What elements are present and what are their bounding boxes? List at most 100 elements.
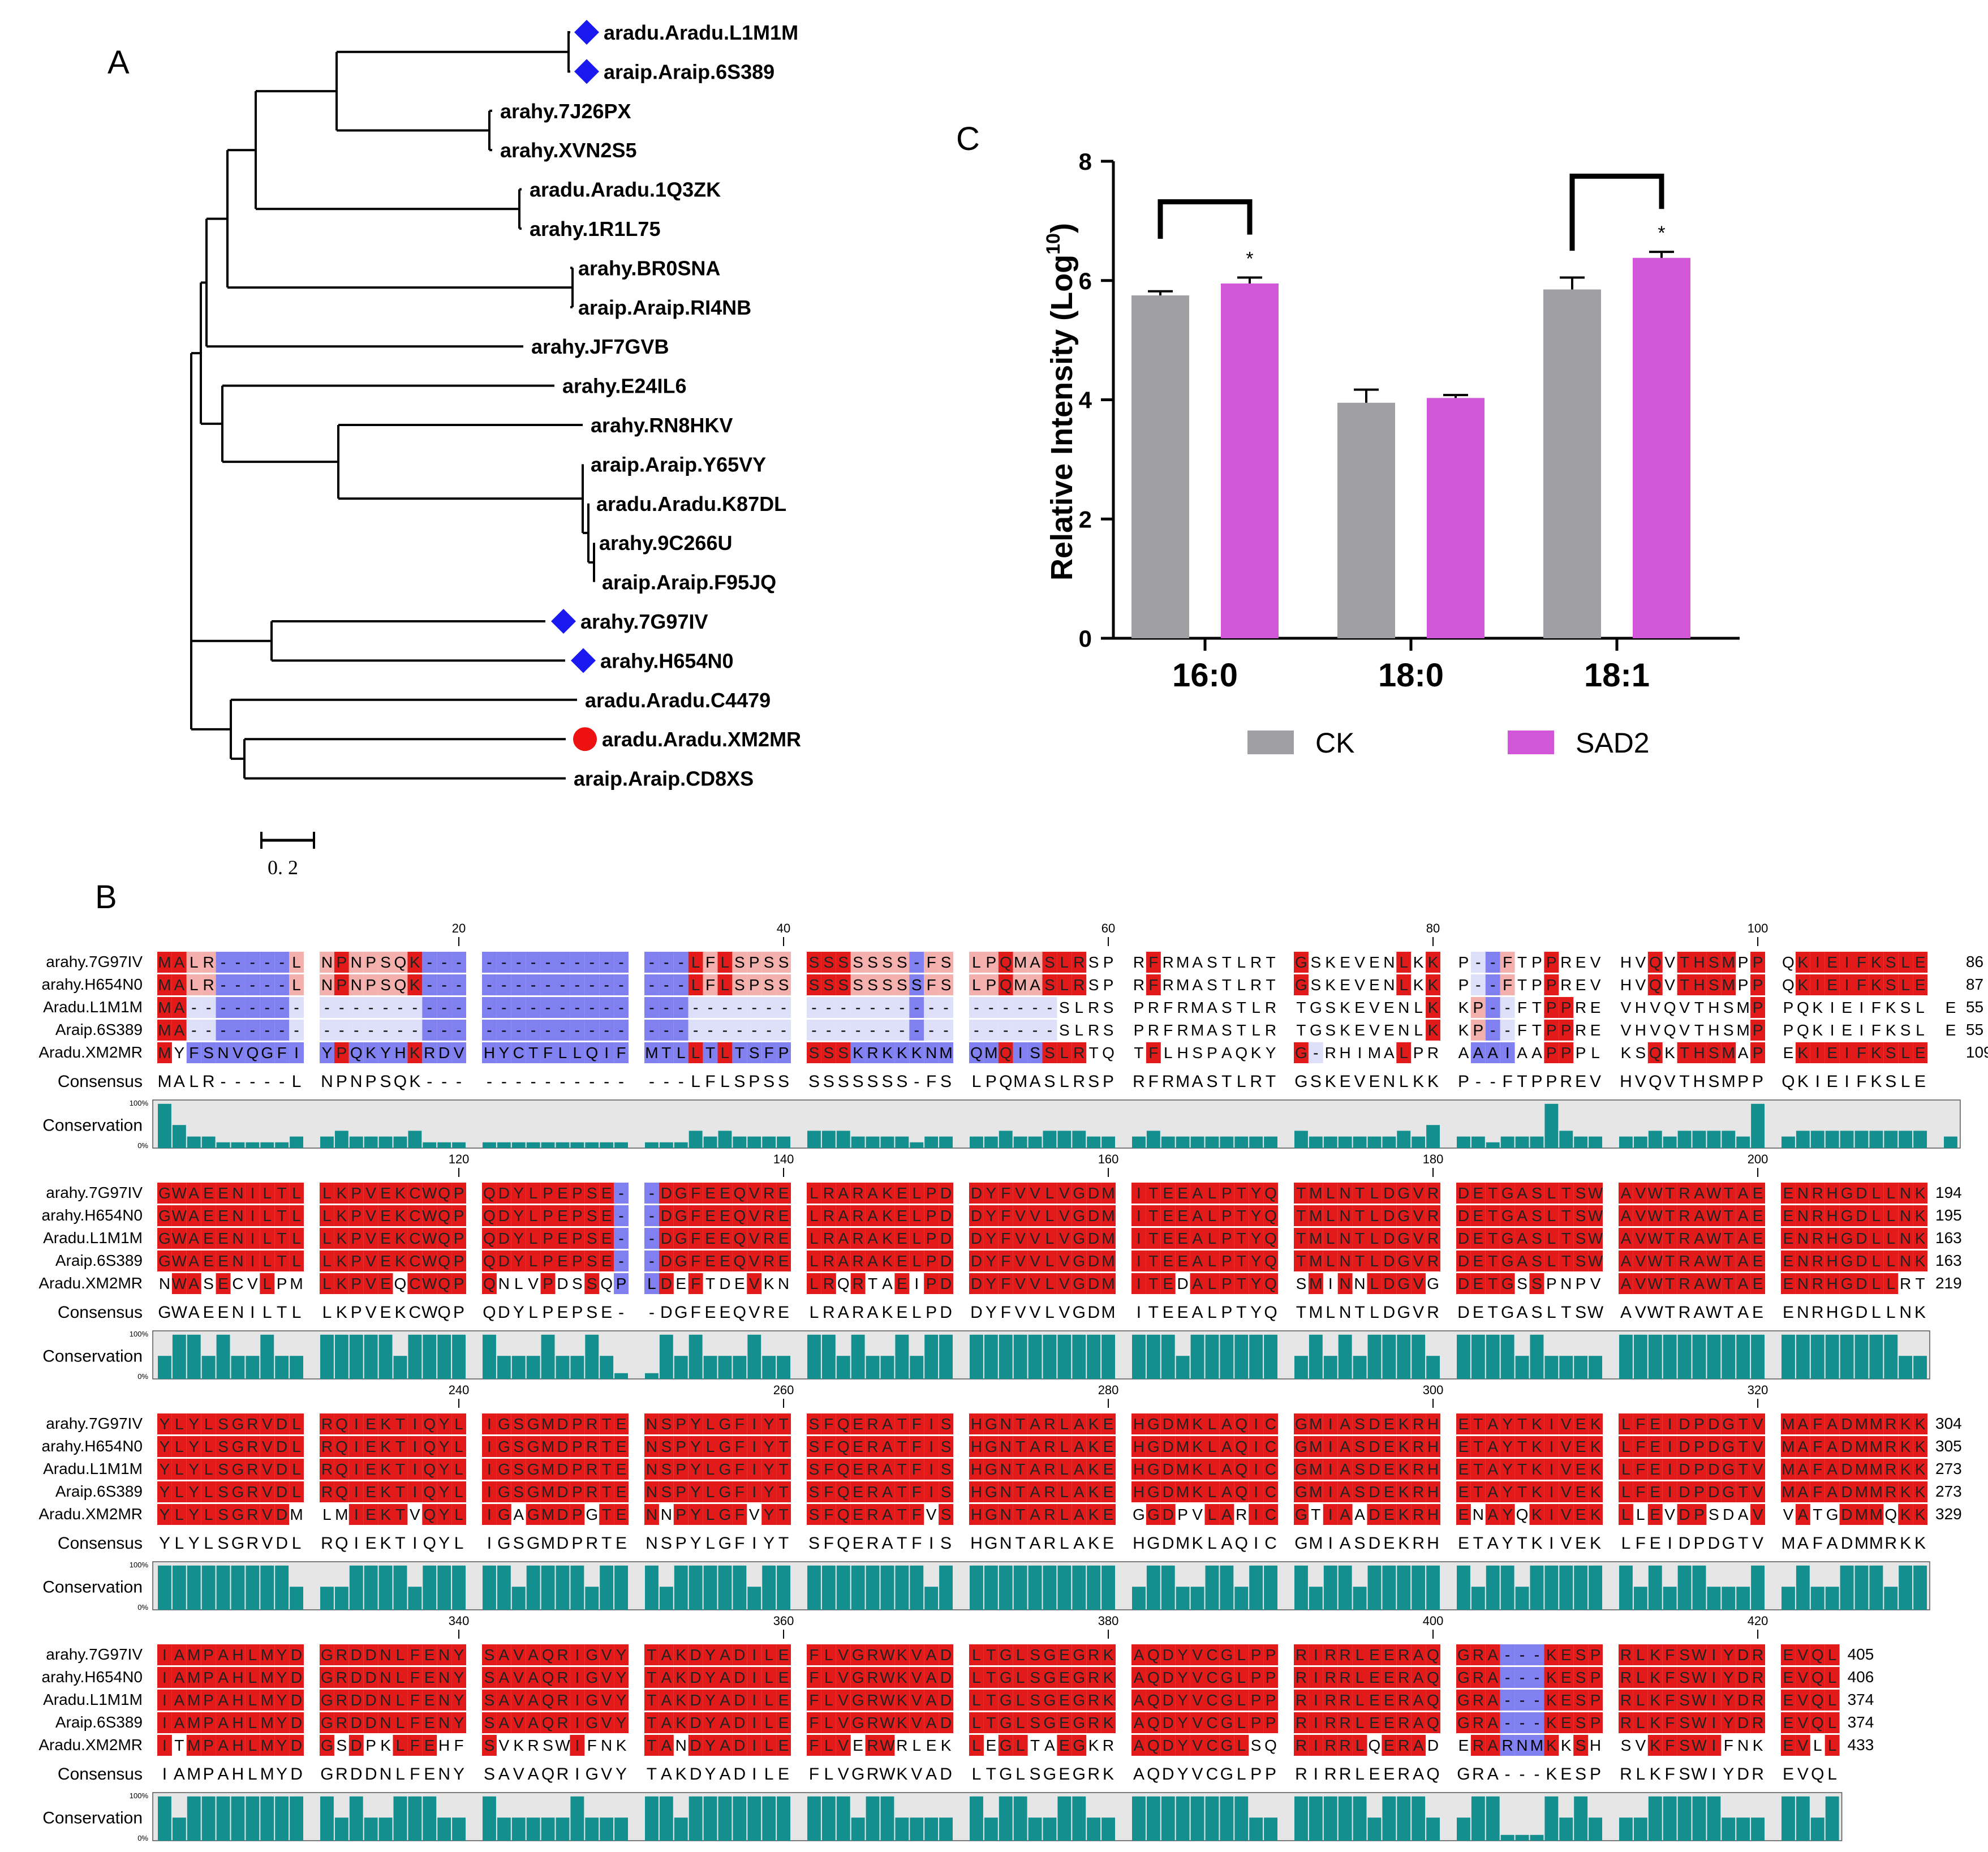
residue-cell bbox=[673, 952, 689, 973]
residue-cell bbox=[348, 952, 364, 973]
residue-letter: L bbox=[691, 976, 700, 994]
residue-letter: I bbox=[1815, 976, 1820, 994]
residue-letter: G bbox=[1397, 1184, 1410, 1202]
residue-letter: S bbox=[1030, 1646, 1040, 1664]
residue-letter: A bbox=[661, 1646, 672, 1664]
residue-letter: - bbox=[649, 953, 654, 971]
conservation-bar bbox=[1574, 1565, 1588, 1610]
residue-letter: I bbox=[1845, 1044, 1849, 1062]
residue-letter: - bbox=[279, 976, 284, 994]
residue-letter: S bbox=[867, 976, 878, 994]
residue-letter: V bbox=[1192, 1506, 1203, 1523]
residue-letter: Q bbox=[1811, 1714, 1824, 1731]
residue-letter: G bbox=[321, 1714, 333, 1731]
residue-letter: Y bbox=[454, 1669, 464, 1686]
residue-letter: - bbox=[456, 999, 461, 1016]
residue-letter: V bbox=[1015, 1207, 1026, 1224]
residue-letter: S bbox=[1192, 1044, 1203, 1062]
residue-cell bbox=[171, 952, 187, 973]
residue-letter: K bbox=[1915, 1415, 1926, 1433]
residue-letter: E bbox=[926, 1737, 937, 1754]
consensus-residue: F bbox=[911, 1534, 922, 1553]
residue-letter: A bbox=[1798, 1438, 1809, 1455]
residue-letter: G bbox=[1841, 1252, 1853, 1270]
residue-letter: F bbox=[1001, 1230, 1010, 1247]
residue-letter: S bbox=[1531, 1184, 1542, 1202]
consensus-residue: S bbox=[380, 1072, 391, 1091]
residue-letter: - bbox=[604, 976, 609, 994]
residue-letter: Q bbox=[423, 1483, 436, 1501]
consensus-residue: R bbox=[586, 1534, 598, 1553]
residue-letter: A bbox=[1738, 1506, 1749, 1523]
residue-letter: L bbox=[248, 1669, 257, 1686]
residue-letter: I bbox=[250, 1252, 255, 1270]
residue-letter: P bbox=[1561, 1044, 1572, 1062]
residue-letter: R bbox=[1296, 1691, 1307, 1709]
consensus-residue: W bbox=[1647, 1303, 1664, 1322]
residue-letter: P bbox=[203, 1646, 214, 1664]
residue-letter: S bbox=[1296, 1275, 1307, 1292]
residue-letter: T bbox=[1680, 1044, 1689, 1062]
conservation-bar bbox=[1338, 1334, 1352, 1379]
residue-letter: D bbox=[1369, 1483, 1380, 1501]
conservation-bar bbox=[216, 1142, 230, 1148]
residue-letter: R bbox=[321, 1415, 333, 1433]
residue-letter: P bbox=[675, 1415, 686, 1433]
residue-letter: A bbox=[1738, 1207, 1749, 1224]
residue-letter: E bbox=[601, 1252, 612, 1270]
conservation-bar bbox=[364, 1565, 378, 1610]
residue-letter: S bbox=[824, 976, 834, 994]
residue-letter: L bbox=[454, 1506, 463, 1523]
residue-letter: V bbox=[1753, 1438, 1763, 1455]
conservation-bar bbox=[1190, 1334, 1204, 1379]
residue-letter: Y bbox=[439, 1415, 450, 1433]
residue-letter: A bbox=[926, 1646, 937, 1664]
residue-letter: - bbox=[943, 999, 948, 1016]
residue-letter: - bbox=[250, 1021, 255, 1039]
residue-letter: S bbox=[867, 953, 878, 971]
residue-cell bbox=[1692, 952, 1707, 973]
residue-letter: N bbox=[1383, 953, 1395, 971]
residue-letter: E bbox=[853, 1415, 863, 1433]
residue-letter: A bbox=[1030, 1460, 1040, 1478]
residue-letter: E bbox=[1458, 1483, 1469, 1501]
residue-letter: P bbox=[572, 1252, 583, 1270]
residue-letter: F bbox=[824, 1483, 833, 1501]
residue-letter: L bbox=[1414, 1021, 1423, 1039]
residue-letter: Y bbox=[616, 1646, 627, 1664]
consensus-residue: E bbox=[1369, 1765, 1380, 1784]
residue-letter: S bbox=[734, 976, 745, 994]
consensus-residue: M bbox=[1781, 1534, 1795, 1553]
residue-letter: M bbox=[261, 1669, 274, 1686]
conservation-bar bbox=[201, 1356, 216, 1379]
residue-letter: I bbox=[752, 1714, 756, 1731]
residue-letter: R bbox=[1250, 953, 1262, 971]
residue-letter: E bbox=[1369, 1669, 1380, 1686]
residue-letter: Q bbox=[438, 1207, 450, 1224]
consensus-residue: N bbox=[438, 1765, 450, 1784]
residue-cell bbox=[614, 974, 629, 995]
residue-letter: I bbox=[1137, 1252, 1141, 1270]
residue-letter: M bbox=[1855, 1415, 1868, 1433]
residue-letter: T bbox=[1473, 1438, 1483, 1455]
sequence-end-position: 329 bbox=[1935, 1505, 1962, 1523]
consensus-residue: P bbox=[203, 1765, 214, 1784]
residue-cell bbox=[659, 974, 674, 995]
residue-letter: F bbox=[1148, 953, 1158, 971]
residue-letter: - bbox=[914, 1021, 919, 1039]
residue-letter: V bbox=[1030, 1184, 1040, 1202]
residue-letter: L bbox=[1356, 1737, 1365, 1754]
residue-letter: D bbox=[971, 1230, 982, 1247]
residue-cell bbox=[1027, 952, 1043, 973]
consensus-residue: L bbox=[1207, 1303, 1217, 1322]
residue-cell bbox=[540, 974, 556, 995]
residue-letter: Q bbox=[1811, 1646, 1824, 1664]
residue-letter: S bbox=[1103, 999, 1114, 1016]
conservation-bar bbox=[452, 1565, 466, 1610]
residue-letter: V bbox=[838, 1737, 849, 1754]
residue-letter: D bbox=[1383, 1230, 1395, 1247]
residue-letter: A bbox=[218, 1714, 229, 1731]
residue-letter: R bbox=[1073, 953, 1085, 971]
residue-letter: Q bbox=[542, 1691, 554, 1709]
conservation-bar bbox=[1161, 1334, 1175, 1379]
